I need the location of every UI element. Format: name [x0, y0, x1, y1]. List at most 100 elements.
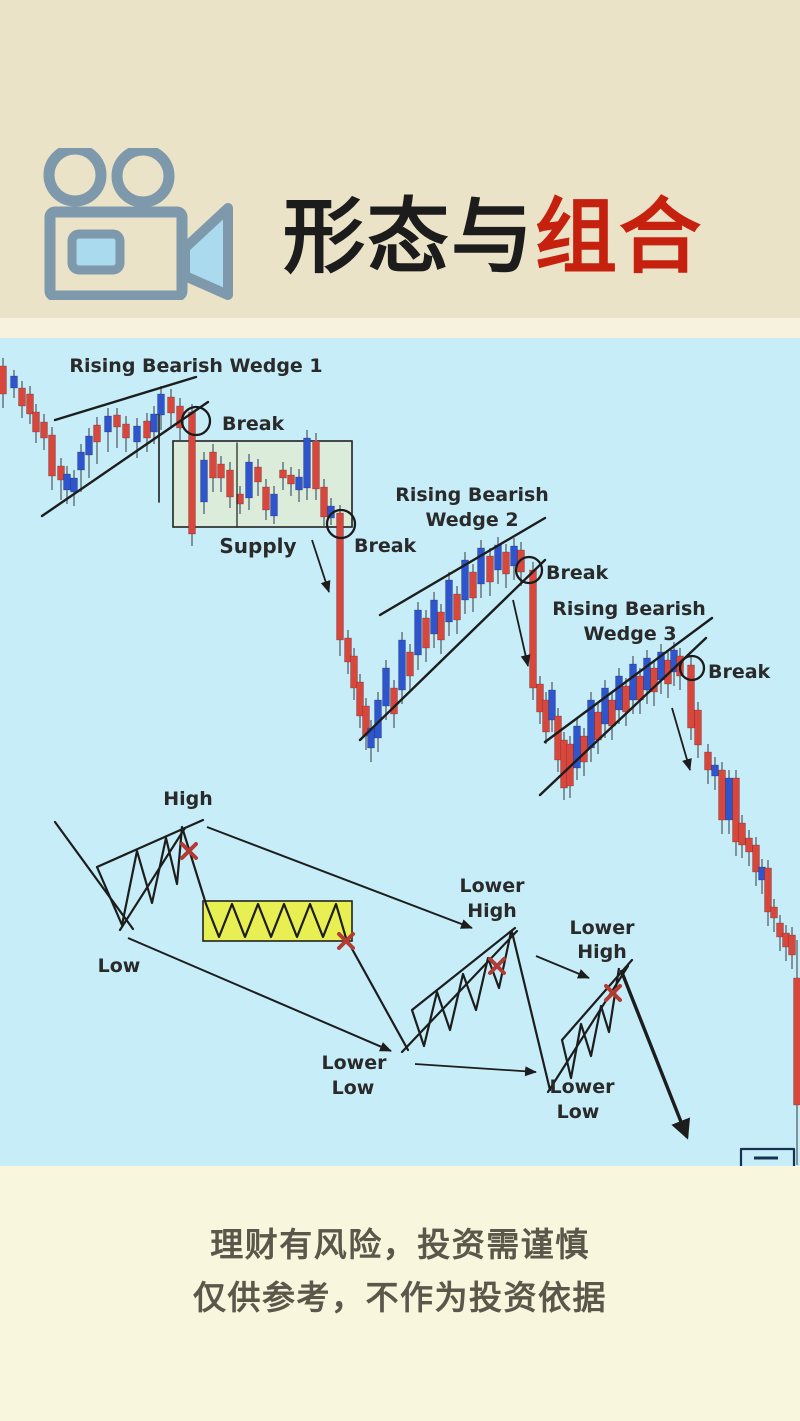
video-camera-icon — [43, 148, 233, 300]
candle-body-blue — [398, 639, 406, 691]
arrow — [535, 955, 590, 979]
candle-body-red — [48, 434, 56, 477]
candle-body-blue — [382, 667, 390, 707]
candle-body-blue — [63, 473, 71, 491]
wedge2-title-line1: Rising Bearish — [395, 484, 549, 506]
wedge3-title-line1: Rising Bearish — [552, 598, 706, 620]
header: 形态与组合 — [0, 0, 800, 318]
candle-body-red — [254, 466, 262, 483]
candle-body-red — [469, 571, 477, 599]
title-text-black: 形态与 — [283, 189, 536, 285]
candle-body-red — [390, 687, 398, 715]
candle-body-blue — [157, 393, 165, 416]
trend-line — [358, 558, 547, 742]
candle-body-red — [745, 837, 753, 853]
candle-body-red — [188, 411, 196, 535]
candle-body-blue — [77, 451, 85, 471]
candle-body-red — [529, 569, 537, 689]
candle-body-red — [279, 469, 287, 479]
candle-body-blue — [200, 459, 208, 503]
candle-body-red — [554, 715, 562, 761]
candle-body-red — [594, 711, 602, 741]
candle-body-red — [486, 555, 494, 583]
candle-body-red — [344, 637, 352, 663]
candle-body-red — [40, 421, 48, 439]
candle-body-red — [687, 664, 695, 729]
x-mark — [604, 984, 622, 1002]
candle-body-red — [453, 593, 461, 621]
candle-body-blue — [494, 544, 502, 571]
candle-body-red — [32, 411, 40, 433]
candle-body-red — [356, 681, 364, 717]
x-mark — [180, 842, 198, 860]
candle-body-red — [167, 396, 175, 414]
wedge3-title-line2: Wedge 3 — [583, 623, 676, 645]
high-label: High — [163, 788, 213, 810]
break-label-1: Break — [222, 413, 285, 435]
lower-high-2-line1: Lower — [570, 917, 636, 939]
supply-label: Supply — [219, 534, 296, 558]
trend-line — [560, 958, 634, 1042]
lower-low-1-line1: Lower — [322, 1052, 388, 1074]
candle-body-blue — [245, 461, 253, 499]
lower-low-1-line2: Low — [332, 1077, 375, 1099]
candle-body-red — [580, 735, 588, 763]
break-circle-4 — [678, 654, 706, 682]
candle-body-red — [437, 611, 445, 641]
divider-band — [0, 318, 800, 338]
candle-body-red — [209, 451, 217, 479]
candle-body-red — [26, 393, 34, 415]
trend-line — [344, 936, 410, 1052]
x-mark — [337, 932, 355, 950]
candle-body-red — [18, 387, 26, 407]
candle-body-red — [694, 709, 702, 746]
candle-body-blue — [711, 764, 719, 777]
trend-line — [546, 964, 630, 1094]
lower-high-2-line2: High — [577, 941, 627, 963]
candle-body-red — [312, 440, 320, 490]
candle-body-red — [776, 922, 784, 938]
candle-body-red — [732, 777, 740, 843]
candle-body-blue — [510, 545, 518, 567]
trend-line — [118, 826, 187, 932]
candle-body-blue — [150, 413, 158, 433]
lower-low-2-line2: Low — [557, 1101, 600, 1123]
arrow — [414, 1063, 537, 1077]
candle-body-red — [502, 551, 510, 575]
candle-body-red — [57, 465, 65, 481]
candle-body-red — [226, 469, 234, 498]
candle-body-red — [752, 844, 760, 873]
candle-body-red — [764, 867, 772, 913]
trend-line — [53, 820, 135, 931]
candle-body-red — [788, 934, 796, 956]
camera-horn — [180, 203, 233, 300]
candle-body-red — [622, 685, 630, 713]
lower-high-1-line1: Lower — [460, 875, 526, 897]
candle-body-blue — [548, 689, 556, 721]
trend-line — [543, 616, 714, 744]
candle-body-blue — [85, 435, 93, 456]
candle-body-blue — [629, 663, 637, 701]
candle-body-red — [536, 683, 544, 713]
candle-body-blue — [477, 547, 485, 585]
candle-body-blue — [104, 415, 112, 433]
trend-line — [180, 825, 208, 906]
candle-body-red — [608, 699, 616, 727]
page-title: 形态与组合 — [283, 192, 703, 282]
candle-body-blue — [270, 493, 278, 517]
x-mark — [488, 957, 506, 975]
arrow — [206, 826, 473, 929]
candle-body-red — [93, 424, 101, 443]
candle-body-red — [406, 651, 414, 677]
candle-body-red — [362, 705, 370, 737]
candle-body-red — [122, 423, 130, 439]
disclaimer-line-2: 仅供参考，不作为投资依据 — [193, 1278, 607, 1318]
wedge3-zigzag — [560, 967, 621, 1080]
candle-body-red — [336, 512, 344, 641]
candle-body-red — [320, 486, 328, 518]
break-circle-2 — [325, 508, 357, 540]
candle-body-blue — [643, 657, 651, 691]
candle-body-red — [636, 675, 644, 701]
wedge1-zigzag — [95, 826, 184, 927]
candle-body-red — [217, 463, 225, 479]
